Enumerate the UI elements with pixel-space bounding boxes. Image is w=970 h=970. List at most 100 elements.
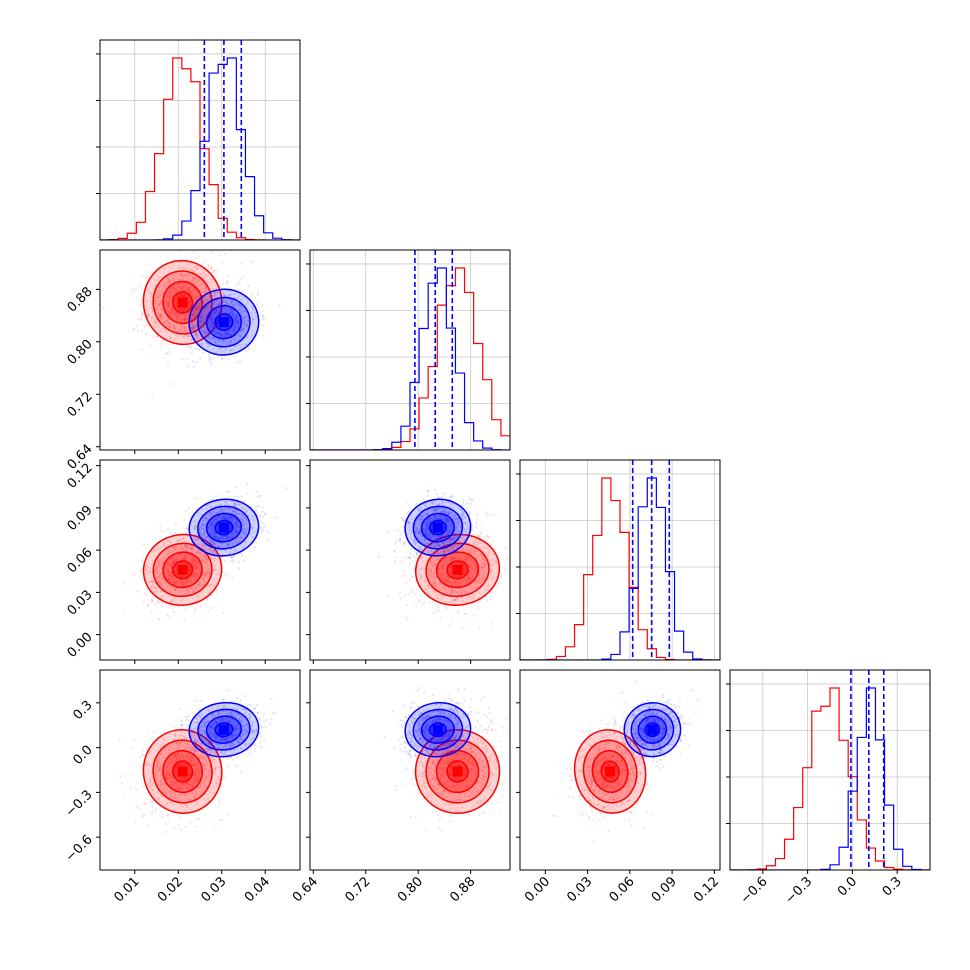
- scatter-point: [155, 278, 158, 282]
- scatter-point: [154, 569, 158, 573]
- scatter-point: [160, 315, 163, 318]
- scatter-point: [196, 334, 199, 337]
- scatter-point: [166, 301, 169, 304]
- scatter-point: [168, 297, 172, 300]
- scatter-point: [285, 487, 288, 490]
- scatter-point: [148, 580, 151, 583]
- scatter-point: [192, 563, 195, 566]
- scatter-point: [180, 582, 183, 585]
- scatter-point: [199, 320, 202, 323]
- scatter-point: [193, 281, 196, 285]
- scatter-point: [213, 269, 216, 272]
- scatter-point: [158, 617, 161, 621]
- scatter-point: [201, 559, 205, 562]
- scatter-point: [189, 547, 193, 550]
- scatter-point: [212, 300, 216, 303]
- scatter-point: [175, 294, 178, 298]
- scatter-point: [162, 542, 165, 545]
- scatter-point: [250, 311, 254, 314]
- scatter-point: [240, 298, 243, 301]
- scatter-point: [242, 311, 245, 314]
- scatter-point: [196, 268, 199, 271]
- scatter-point: [191, 277, 194, 280]
- scatter-point: [195, 303, 198, 307]
- scatter-point: [191, 294, 194, 297]
- scatter-point: [221, 326, 224, 329]
- scatter-point: [229, 334, 232, 337]
- scatter-point: [237, 343, 240, 347]
- scatter-point: [173, 588, 176, 591]
- scatter-point: [494, 513, 497, 517]
- scatter-point: [194, 565, 197, 568]
- scatter-point: [148, 306, 151, 310]
- scatter-point: [169, 336, 172, 340]
- scatter-point: [198, 562, 201, 565]
- scatter-point: [122, 582, 126, 585]
- scatter-point: [183, 544, 187, 547]
- scatter-point: [157, 296, 160, 299]
- scatter-point: [160, 572, 163, 575]
- scatter-point: [234, 316, 237, 319]
- scatter-point: [206, 557, 209, 561]
- scatter-point: [256, 490, 259, 493]
- scatter-point: [191, 322, 194, 325]
- scatter-point: [203, 322, 206, 325]
- scatter-point: [191, 314, 194, 318]
- scatter-point: [163, 356, 166, 360]
- scatter-point: [237, 327, 240, 330]
- scatter-point: [227, 333, 230, 336]
- scatter-point: [235, 291, 238, 295]
- scatter-point: [217, 312, 221, 315]
- scatter-point: [174, 582, 177, 585]
- scatter-point: [141, 785, 144, 788]
- scatter-point: [230, 333, 233, 337]
- scatter-point: [190, 575, 193, 578]
- scatter-point: [188, 301, 191, 304]
- scatter-point: [193, 525, 197, 528]
- scatter-point: [200, 315, 203, 319]
- scatter-point: [191, 547, 194, 551]
- scatter-point: [145, 274, 149, 277]
- scatter-point: [215, 309, 218, 313]
- scatter-point: [236, 321, 239, 324]
- scatter-point: [163, 321, 166, 324]
- scatter-point: [222, 299, 225, 302]
- scatter-point: [208, 358, 211, 361]
- scatter-point: [183, 285, 187, 288]
- scatter-point: [225, 302, 228, 305]
- scatter-point: [491, 540, 494, 543]
- scatter-point: [161, 558, 165, 561]
- scatter-point: [152, 549, 156, 552]
- scatter-point: [189, 268, 192, 271]
- scatter-point: [222, 300, 225, 303]
- scatter-point: [451, 617, 454, 621]
- scatter-point: [163, 284, 166, 287]
- scatter-point: [193, 311, 196, 314]
- scatter-point: [183, 326, 186, 329]
- scatter-point: [246, 315, 249, 318]
- scatter-point: [177, 823, 180, 826]
- scatter-point: [165, 564, 168, 567]
- scatter-point: [180, 582, 184, 585]
- scatter-point: [186, 287, 189, 290]
- scatter-point: [251, 314, 254, 317]
- scatter-point: [159, 529, 162, 532]
- scatter-point: [246, 301, 250, 304]
- scatter-point: [201, 560, 204, 563]
- scatter-point: [147, 603, 150, 607]
- scatter-point: [249, 549, 252, 552]
- scatter-point: [152, 324, 156, 327]
- scatter-point: [416, 564, 419, 568]
- scatter-point: [149, 295, 153, 298]
- scatter-point: [184, 340, 187, 344]
- scatter-point: [168, 312, 171, 315]
- scatter-point: [187, 565, 190, 568]
- scatter-point: [433, 563, 436, 567]
- scatter-point: [232, 328, 235, 331]
- scatter-point: [167, 528, 170, 531]
- scatter-point: [208, 320, 211, 323]
- scatter-point: [181, 266, 184, 269]
- scatter-point: [168, 324, 171, 327]
- scatter-point: [185, 544, 188, 547]
- scatter-point: [413, 568, 416, 571]
